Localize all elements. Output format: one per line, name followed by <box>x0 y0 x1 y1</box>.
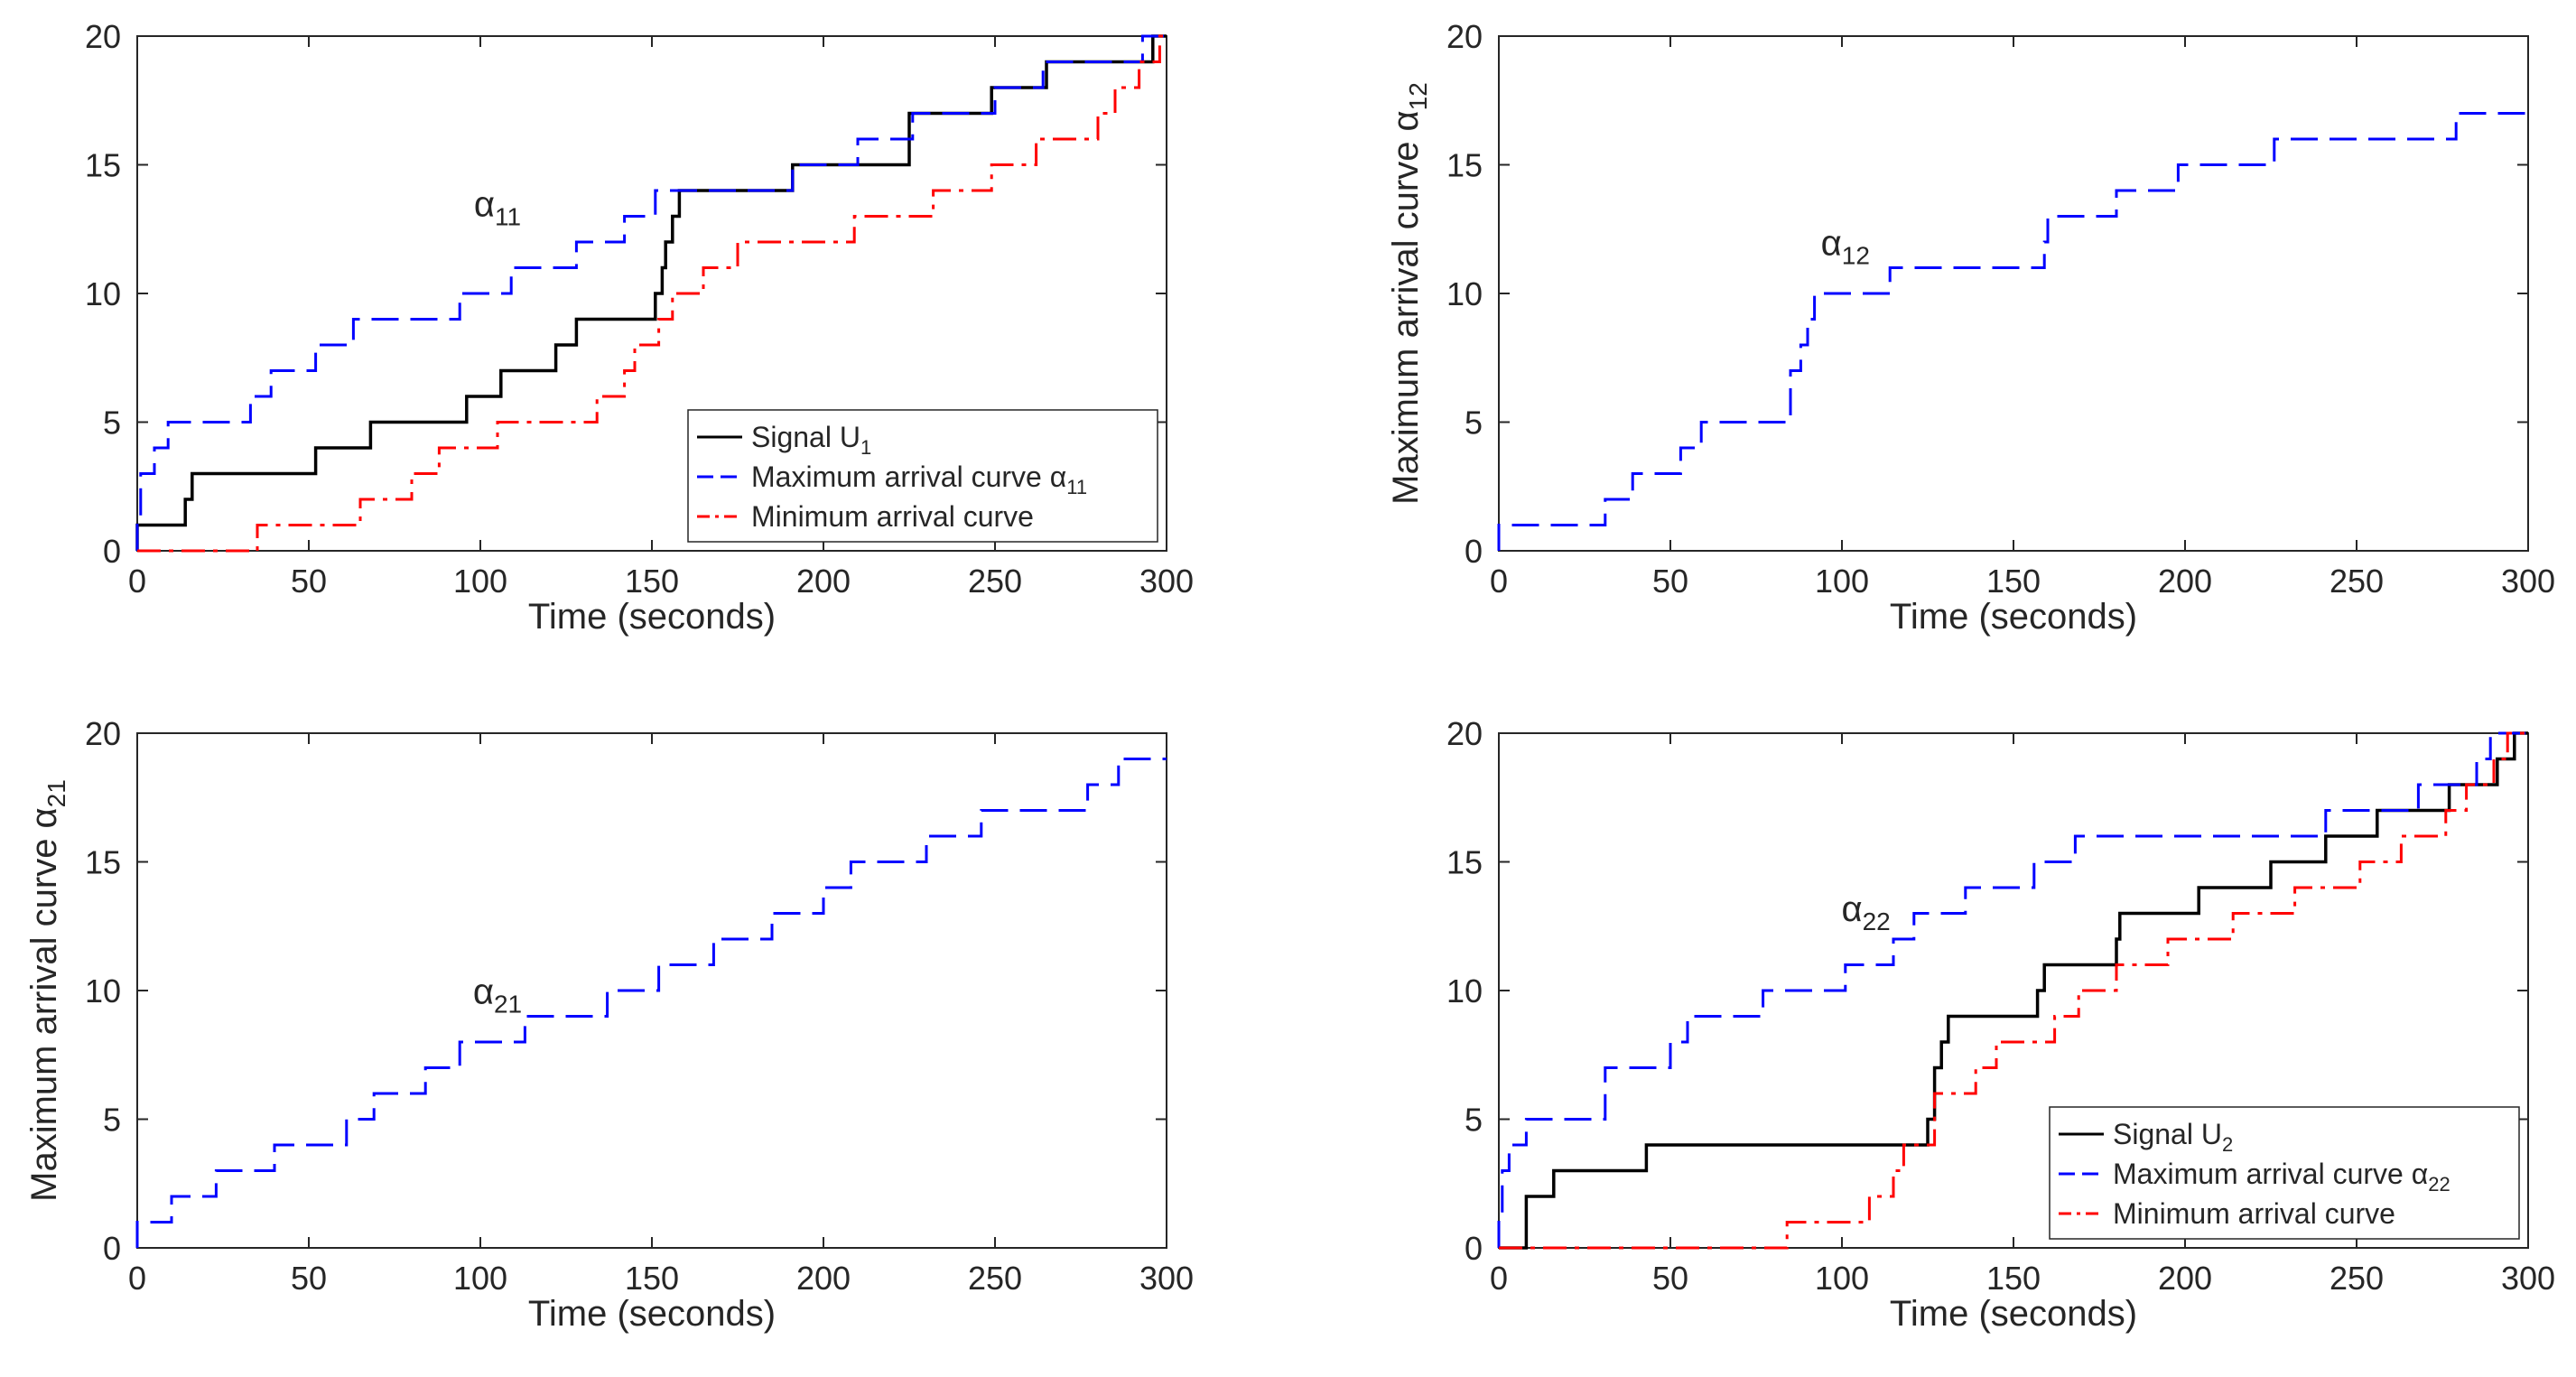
x-tick-label: 250 <box>968 1260 1022 1297</box>
x-tick-label: 250 <box>2330 563 2384 600</box>
y-tick-label: 15 <box>85 844 121 881</box>
y-tick-label: 10 <box>85 972 121 1009</box>
series-line-1 <box>1497 731 2528 1248</box>
series-line-0 <box>135 758 1167 1248</box>
x-tick-label: 50 <box>291 1260 327 1297</box>
x-axis-label: Time (seconds) <box>1890 1294 2137 1334</box>
series-group <box>135 758 1167 1248</box>
x-tick-label: 150 <box>625 1260 679 1297</box>
series-line-2 <box>137 34 1167 553</box>
curve-annotation: α21 <box>473 972 522 1018</box>
legend-entry: Signal U2 <box>2113 1118 2233 1156</box>
x-tick-label: 150 <box>1986 563 2041 600</box>
legend-entry: Maximum arrival curve α22 <box>2113 1158 2450 1196</box>
x-tick-label: 300 <box>1139 1260 1194 1297</box>
x-tick-label: 250 <box>968 563 1022 600</box>
x-tick-label: 150 <box>625 563 679 600</box>
series-line-2 <box>1499 731 2528 1250</box>
x-tick-label: 100 <box>453 1260 507 1297</box>
x-tick-label: 300 <box>2501 1260 2555 1297</box>
x-axis-label: Time (seconds) <box>528 597 776 637</box>
y-tick-label: 10 <box>1446 275 1483 312</box>
y-tick-label: 20 <box>1446 18 1483 55</box>
x-axis-label: Time (seconds) <box>1890 597 2137 637</box>
chart-panel-bottom-left: 0 50 100 150 200 250 300 0 5 10 15 20 Time (seconds)… <box>24 715 1194 1334</box>
y-tick-label: 5 <box>103 405 121 442</box>
legend-entry: Minimum arrival curve <box>2113 1197 2395 1230</box>
x-tick-label: 300 <box>2501 563 2555 600</box>
legend-entry: Signal U1 <box>751 421 871 459</box>
y-tick-label: 15 <box>1446 147 1483 184</box>
x-tick-label: 200 <box>796 1260 851 1297</box>
y-tick-label: 15 <box>85 147 121 184</box>
series-line-1 <box>135 34 1167 551</box>
x-axis-label: Time (seconds) <box>528 1294 776 1334</box>
x-tick-label: 150 <box>1986 1260 2041 1297</box>
series-group <box>1497 112 2528 551</box>
y-tick-label: 20 <box>1446 715 1483 752</box>
x-tick-label: 300 <box>1139 563 1194 600</box>
y-tick-label: 0 <box>1465 1230 1483 1267</box>
chart-panel-bottom-right: 0 50 100 150 200 250 300 0 5 10 15 20 Time (seconds)… <box>1446 715 2555 1334</box>
chart-panel-top-left: 0 50 100 150 200 250 300 0 5 10 15 20 Time (seconds)… <box>85 18 1194 637</box>
x-tick-label: 200 <box>2158 563 2212 600</box>
curve-annotation: α12 <box>1821 223 1870 269</box>
x-tick-label: 0 <box>128 563 146 600</box>
y-tick-label: 0 <box>103 533 121 570</box>
x-tick-label: 100 <box>453 563 507 600</box>
x-tick-label: 0 <box>128 1260 146 1297</box>
series-group <box>135 34 1167 553</box>
x-tick-label: 200 <box>796 563 851 600</box>
series-line-0 <box>1499 731 2528 1250</box>
x-tick-label: 200 <box>2158 1260 2212 1297</box>
y-tick-label: 0 <box>103 1230 121 1267</box>
y-tick-label: 10 <box>1446 972 1483 1009</box>
x-tick-label: 50 <box>291 563 327 600</box>
y-tick-label: 0 <box>1465 533 1483 570</box>
curve-annotation: α11 <box>474 185 521 231</box>
y-axis-label: Maximum arrival curve α12 <box>1386 82 1432 505</box>
x-tick-label: 250 <box>2330 1260 2384 1297</box>
legend-entry: Maximum arrival curve α11 <box>751 461 1087 498</box>
y-tick-label: 5 <box>1465 405 1483 442</box>
y-tick-label: 20 <box>85 715 121 752</box>
x-tick-label: 50 <box>1652 563 1688 600</box>
series-line-0 <box>1497 112 2528 551</box>
legend-box <box>687 409 1158 543</box>
chart-panel-top-right: 0 50 100 150 200 250 300 0 5 10 15 20 Time (seconds)… <box>1386 18 2555 637</box>
y-tick-label: 5 <box>103 1102 121 1139</box>
y-tick-label: 5 <box>1465 1102 1483 1139</box>
legend-entry: Minimum arrival curve <box>751 500 1034 533</box>
y-tick-label: 10 <box>85 275 121 312</box>
plot-frame <box>136 732 1167 1249</box>
curve-annotation: α22 <box>1841 889 1890 935</box>
x-tick-label: 0 <box>1490 1260 1508 1297</box>
x-tick-label: 100 <box>1815 563 1869 600</box>
legend-box <box>2049 1106 2520 1240</box>
x-tick-label: 0 <box>1490 563 1508 600</box>
plot-frame <box>1498 35 2529 552</box>
x-tick-label: 50 <box>1652 1260 1688 1297</box>
x-tick-label: 100 <box>1815 1260 1869 1297</box>
y-axis-label: Maximum arrival curve α21 <box>24 779 70 1202</box>
series-group <box>1497 731 2528 1250</box>
y-tick-label: 20 <box>85 18 121 55</box>
y-tick-label: 15 <box>1446 844 1483 881</box>
